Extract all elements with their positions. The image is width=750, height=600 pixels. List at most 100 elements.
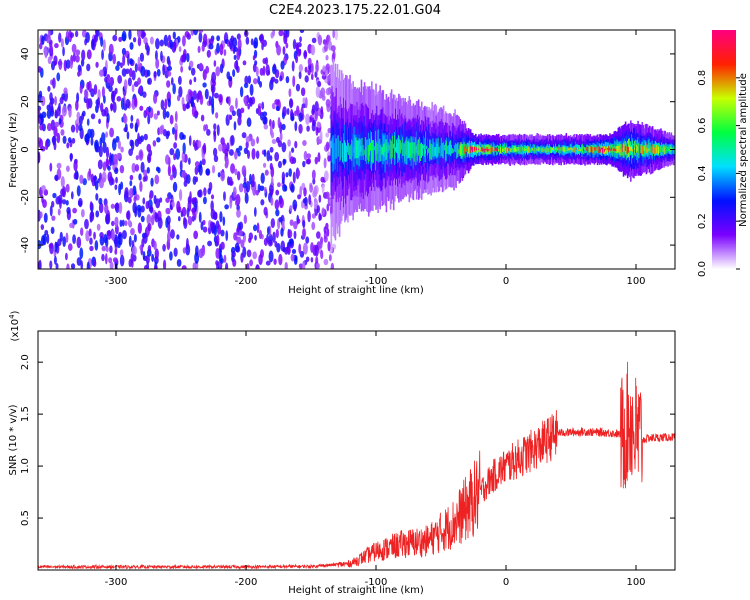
x-tick-label: 0 <box>503 276 509 287</box>
noise-cell <box>197 190 202 198</box>
signal-cell <box>470 146 473 151</box>
noise-cell <box>140 161 145 173</box>
signal-cell <box>331 137 334 163</box>
signal-cell <box>668 148 671 152</box>
signal-cell <box>605 148 607 153</box>
noise-cell <box>311 169 316 181</box>
colorbar: 0.0 0.2 0.4 0.6 0.8 Normalized spectral ampl… <box>697 30 749 277</box>
noise-cell <box>38 151 41 164</box>
noise-cell <box>252 224 258 232</box>
signal-cell <box>623 144 626 153</box>
signal-cell <box>597 146 600 153</box>
noise-cell <box>47 56 52 65</box>
noise-cell <box>263 123 269 130</box>
noise-cell <box>310 257 314 263</box>
signal-cell <box>467 146 470 154</box>
signal-cell <box>609 147 611 151</box>
noise-cell <box>213 130 217 143</box>
signal-cell <box>657 145 659 154</box>
noise-cell <box>52 192 57 199</box>
noise-cell <box>262 162 267 168</box>
noise-cell <box>124 187 129 199</box>
noise-cell <box>240 107 245 114</box>
spectrogram-y-ticks: -40 -20 0 20 40 <box>20 48 675 253</box>
noise-cell <box>95 61 99 68</box>
noise-cell <box>296 48 302 57</box>
noise-cell <box>186 174 191 184</box>
noise-cell <box>277 160 283 169</box>
noise-cell <box>148 193 153 200</box>
signal-cell <box>442 141 445 159</box>
noise-cell <box>51 215 56 221</box>
noise-cell <box>132 245 137 256</box>
noise-cell <box>90 137 94 146</box>
signal-cell <box>595 146 598 151</box>
noise-cell <box>261 42 264 51</box>
signal-cell <box>377 143 379 154</box>
noise-cell <box>320 249 324 260</box>
noise-cell <box>298 243 302 254</box>
noise-cell <box>302 97 306 104</box>
noise-cell <box>246 117 252 128</box>
signal-cell <box>497 149 500 152</box>
noise-cell <box>38 65 42 73</box>
noise-cell <box>289 219 294 226</box>
noise-cell <box>249 97 253 107</box>
noise-cell <box>211 103 215 115</box>
noise-cell <box>290 253 295 262</box>
signal-cell <box>600 145 603 154</box>
noise-cell <box>129 180 133 187</box>
noise-cell <box>105 157 109 168</box>
noise-cell <box>62 236 67 248</box>
noise-cell <box>114 87 118 95</box>
noise-cell <box>86 81 90 91</box>
noise-cell <box>58 118 62 125</box>
noise-cell <box>311 108 315 116</box>
noise-cell <box>278 30 284 37</box>
noise-cell <box>236 171 241 181</box>
noise-cell <box>122 54 126 67</box>
signal-cell <box>388 144 391 151</box>
noise-cell <box>129 58 133 65</box>
noise-cell <box>86 49 92 60</box>
signal-cell <box>670 146 673 152</box>
noise-cell <box>263 149 267 157</box>
signal-cell <box>422 144 424 156</box>
noise-cell <box>230 163 236 174</box>
signal-cell <box>656 145 658 154</box>
noise-cell <box>69 60 73 69</box>
noise-cell <box>117 74 123 84</box>
signal-cell <box>506 147 508 154</box>
noise-cell <box>288 168 292 177</box>
noise-cell <box>146 167 150 174</box>
noise-cell <box>166 215 171 225</box>
signal-cell <box>429 139 431 159</box>
signal-cell <box>407 141 410 159</box>
signal-cell <box>417 139 420 156</box>
noise-cell <box>321 95 326 101</box>
signal-cell <box>454 145 456 152</box>
noise-cell <box>181 265 187 269</box>
noise-cell <box>334 30 339 41</box>
noise-cell <box>193 30 199 36</box>
noise-cell <box>95 193 99 201</box>
noise-cell <box>290 183 295 193</box>
noise-cell <box>242 182 247 189</box>
noise-cell <box>174 111 178 123</box>
spectrogram-image <box>38 30 675 269</box>
noise-cell <box>280 227 284 237</box>
noise-cell <box>210 200 214 212</box>
noise-cell <box>304 196 308 207</box>
x-tick-label: 100 <box>626 276 645 287</box>
signal-cell <box>500 147 502 154</box>
signal-cell <box>392 143 395 149</box>
noise-cell <box>183 49 187 58</box>
noise-cell <box>121 30 127 42</box>
signal-cell <box>338 140 341 162</box>
signal-cell <box>672 148 675 150</box>
noise-cell <box>264 186 267 194</box>
noise-cell <box>50 226 55 235</box>
noise-cell <box>101 49 104 60</box>
signal-cell <box>406 140 409 156</box>
noise-cell <box>38 240 42 250</box>
